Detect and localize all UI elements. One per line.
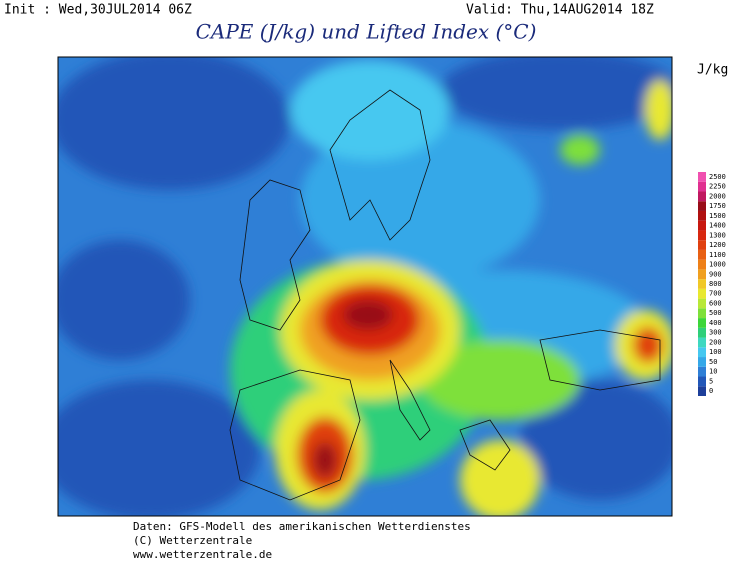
colorbar-swatch: [698, 230, 706, 241]
footer-line: (C) Wetterzentrale: [133, 534, 252, 547]
colorbar-swatch: [698, 298, 706, 309]
coastlines: [229, 89, 661, 501]
colorbar-label: 1750: [709, 202, 726, 210]
footer-line: www.wetterzentrale.de: [133, 548, 272, 561]
colorbar-swatch: [698, 279, 706, 289]
colorbar-swatch: [698, 249, 706, 260]
colorbar-swatch: [698, 376, 706, 387]
colorbar-label: 1200: [709, 241, 726, 249]
colorbar-label: 300: [709, 329, 722, 337]
colorbar-label: 900: [709, 270, 722, 278]
colorbar-swatch: [698, 201, 706, 211]
colorbar-swatch: [698, 269, 706, 280]
colorbar-swatch: [698, 366, 706, 377]
colorbar-label: 10: [709, 368, 717, 376]
init-time: Init : Wed,30JUL2014 06Z: [4, 3, 192, 18]
colorbar-label: 700: [709, 290, 722, 298]
colorbar-swatch: [698, 288, 706, 299]
map-frame: [57, 56, 673, 517]
colorbar-swatch: [698, 181, 706, 192]
colorbar-swatch: [698, 347, 706, 358]
colorbar-swatch: [698, 357, 706, 367]
colorbar-swatch: [698, 210, 706, 221]
colorbar-label: 1500: [709, 212, 726, 220]
colorbar-label: 1400: [709, 222, 726, 230]
colorbar-label: 400: [709, 319, 722, 327]
colorbar-label: 2500: [709, 173, 726, 181]
colorbar-swatch: [698, 386, 706, 396]
colorbar-label: 200: [709, 338, 722, 346]
colorbar: 0510501002003004005006007008009001000110…: [698, 172, 726, 396]
colorbar-swatch: [698, 172, 706, 182]
colorbar-swatch: [698, 220, 706, 231]
colorbar-swatch: [698, 337, 706, 348]
colorbar-swatch: [698, 240, 706, 250]
map-title: CAPE (J/kg) und Lifted Index (°C): [196, 20, 537, 44]
footer: Daten: GFS-Modell des amerikanischen Wet…: [133, 520, 471, 561]
colorbar-label: 1300: [709, 231, 726, 239]
colorbar-label: 500: [709, 309, 722, 317]
map-field: [58, 57, 672, 516]
footer-line: Daten: GFS-Modell des amerikanischen Wet…: [133, 520, 471, 533]
colorbar-label: 600: [709, 299, 722, 307]
colorbar-label: 1100: [709, 251, 726, 259]
colorbar-swatch: [698, 259, 706, 270]
colorbar-label: 2000: [709, 192, 726, 200]
colorbar-label: 2250: [709, 183, 726, 191]
colorbar-swatch: [698, 318, 706, 328]
colorbar-label: 50: [709, 358, 717, 366]
colorbar-unit: J/kg: [697, 63, 728, 78]
colorbar-label: 800: [709, 280, 722, 288]
colorbar-label: 100: [709, 348, 722, 356]
colorbar-label: 5: [709, 377, 713, 385]
colorbar-swatch: [698, 191, 706, 202]
colorbar-label: 0: [709, 387, 713, 395]
valid-time: Valid: Thu,14AUG2014 18Z: [466, 3, 654, 18]
colorbar-swatch: [698, 308, 706, 319]
colorbar-swatch: [698, 327, 706, 338]
colorbar-label: 1000: [709, 261, 726, 269]
